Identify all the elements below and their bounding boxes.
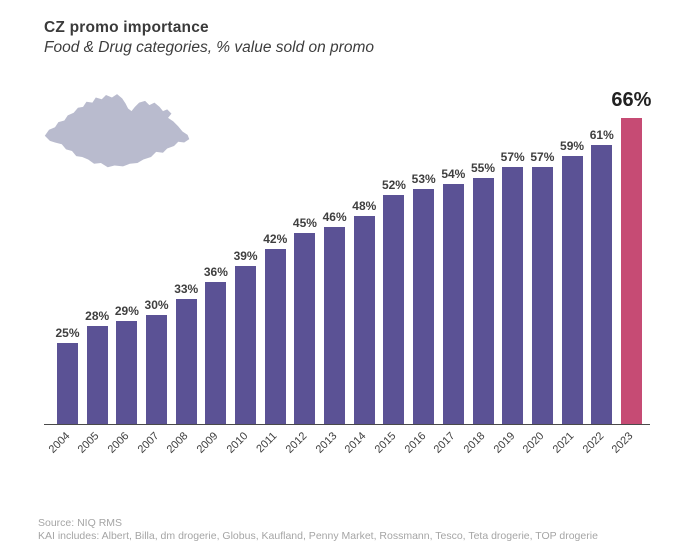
bar-value-label-2004: 25% (55, 326, 80, 340)
bar-value-label-2010: 39% (233, 249, 258, 263)
bar-2013 (324, 227, 346, 424)
bar-2020 (531, 167, 553, 424)
czech-republic-silhouette (44, 94, 190, 168)
bar-value-label-2021: 59% (560, 139, 585, 153)
bar-2017 (442, 184, 464, 424)
bar-value-label-2009: 36% (203, 265, 228, 279)
bar-2005 (86, 326, 108, 424)
bar-2010 (235, 266, 257, 424)
bar-value-label-2007: 30% (144, 298, 169, 312)
bar-value-label-2023: 66% (611, 89, 652, 111)
bar-2021 (561, 156, 583, 424)
bar-2015 (383, 195, 405, 424)
bar-value-label-2019: 57% (500, 150, 525, 164)
bar-2018 (472, 178, 494, 424)
bar-2023 (620, 118, 642, 424)
source-note: Source: NIQ RMS (38, 517, 123, 529)
bar-2014 (353, 216, 375, 424)
bar-value-label-2018: 55% (471, 161, 496, 175)
bar-2009 (205, 282, 227, 424)
czech-republic-map (38, 84, 208, 196)
bar-value-label-2016: 53% (411, 172, 436, 186)
czech-republic-map-svg (44, 94, 190, 168)
bar-2016 (413, 189, 435, 424)
bar-chart-plot-area: 25% 2004 28% 2005 29% 2006 30% 2007 33% 2008 36% 20… (44, 0, 651, 456)
bar-value-label-2014: 48% (352, 199, 377, 213)
chart-subtitle: Food & Drug categories, % value sold on … (44, 39, 374, 56)
bar-2006 (116, 321, 138, 424)
bar-2004 (57, 343, 78, 424)
chart-title: CZ promo importance (44, 19, 209, 36)
bar-value-label-2012: 45% (292, 216, 317, 230)
bar-2011 (264, 249, 286, 424)
bar-value-label-2020: 57% (530, 150, 555, 164)
bar-value-label-2005: 28% (85, 309, 110, 323)
coverage-note: KAI includes: Albert, Billa, dm drogerie… (38, 529, 598, 542)
bar-2012 (294, 233, 316, 424)
bar-value-label-2008: 33% (174, 282, 199, 296)
footnotes: Source: NIQ RMS KAI includes: Albert, Bi… (38, 517, 598, 542)
bar-value-label-2022: 61% (589, 128, 614, 142)
bar-2008 (175, 299, 197, 424)
bar-2019 (502, 167, 524, 424)
bar-value-label-2015: 52% (381, 178, 406, 192)
bar-2022 (591, 145, 613, 424)
bar-value-label-2011: 42% (263, 232, 288, 246)
bar-value-label-2013: 46% (322, 210, 347, 224)
bar-value-label-2006: 29% (114, 304, 139, 318)
x-axis-line (44, 423, 650, 425)
bar-value-label-2017: 54% (441, 167, 466, 181)
bar-2007 (146, 315, 168, 424)
